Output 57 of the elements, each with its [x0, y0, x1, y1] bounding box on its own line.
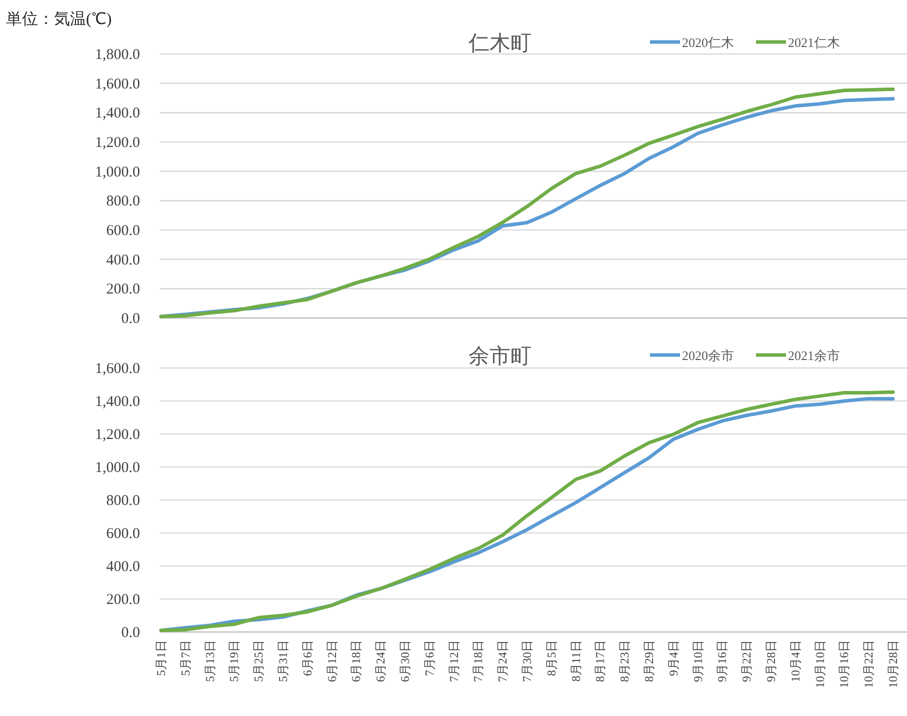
y-tick-label: 1,800.0 [95, 47, 140, 63]
x-tick-label: 5月13日 [202, 640, 217, 682]
y-tick-label: 600.0 [106, 223, 140, 239]
x-tick-label: 10月22日 [862, 640, 876, 688]
x-tick-label: 6月30日 [398, 640, 412, 682]
x-tick-label: 7月30日 [520, 640, 534, 682]
x-tick-label: 6月6日 [300, 640, 314, 676]
x-tick-label: 8月11日 [568, 640, 583, 682]
legend-label: 2020余市 [682, 348, 734, 363]
y-tick-label: 200.0 [106, 592, 140, 608]
legend-label: 2020仁木 [682, 35, 734, 50]
y-tick-label: 1,200.0 [95, 427, 140, 443]
x-tick-label: 9月10日 [690, 640, 705, 682]
x-tick-label: 7月18日 [471, 640, 486, 682]
y-tick-label: 200.0 [106, 282, 140, 298]
x-tick-label: 9月16日 [715, 640, 730, 682]
x-tick-label: 8月5日 [544, 640, 558, 676]
chart-title: 仁木町 [468, 31, 532, 55]
x-tick-label: 6月18日 [349, 640, 364, 682]
y-tick-label: 1,200.0 [95, 135, 140, 151]
x-tick-label: 6月12日 [324, 640, 339, 682]
x-tick-label: 8月23日 [618, 640, 632, 682]
x-tick-label: 5月7日 [178, 640, 192, 676]
x-tick-label: 10月28日 [886, 640, 900, 688]
y-tick-label: 800.0 [106, 194, 140, 210]
text: 単位：気温(℃) [6, 11, 112, 28]
x-tick-label: 7月24日 [496, 640, 510, 682]
x-tick-label: 5月1日 [154, 640, 168, 676]
y-tick-label: 0.0 [121, 311, 140, 327]
y-tick-label: 1,600.0 [95, 76, 140, 92]
x-tick-label: 9月4日 [666, 640, 680, 676]
y-tick-label: 800.0 [106, 493, 140, 509]
x-tick-label: 10月10日 [812, 640, 827, 688]
x-tick-label: 10月4日 [788, 640, 802, 682]
x-tick-label: 6月24日 [374, 640, 388, 682]
x-tick-label: 10月16日 [837, 640, 852, 688]
x-tick-label: 9月22日 [740, 640, 754, 682]
x-tick-label: 7月12日 [446, 640, 461, 682]
y-tick-label: 600.0 [106, 526, 140, 542]
x-tick-label: 5月31日 [276, 640, 290, 682]
y-tick-label: 1,400.0 [95, 106, 140, 122]
y-tick-label: 1,600.0 [95, 361, 140, 377]
legend-label: 2021余市 [788, 348, 840, 363]
y-tick-label: 0.0 [121, 625, 140, 641]
y-tick-label: 1,000.0 [95, 164, 140, 180]
y-tick-label: 1,400.0 [95, 394, 140, 410]
x-tick-label: 5月25日 [252, 640, 266, 682]
x-tick-label: 8月29日 [642, 640, 656, 682]
y-tick-label: 400.0 [106, 252, 140, 268]
legend-label: 2021仁木 [788, 35, 840, 50]
chart-title: 余市町 [468, 344, 532, 368]
x-tick-label: 5月19日 [227, 640, 242, 682]
x-tick-label: 8月17日 [593, 640, 608, 682]
y-tick-label: 1,000.0 [95, 460, 140, 476]
x-tick-label: 9月28日 [764, 640, 778, 682]
x-tick-label: 7月6日 [422, 640, 436, 676]
y-tick-label: 400.0 [106, 559, 140, 575]
